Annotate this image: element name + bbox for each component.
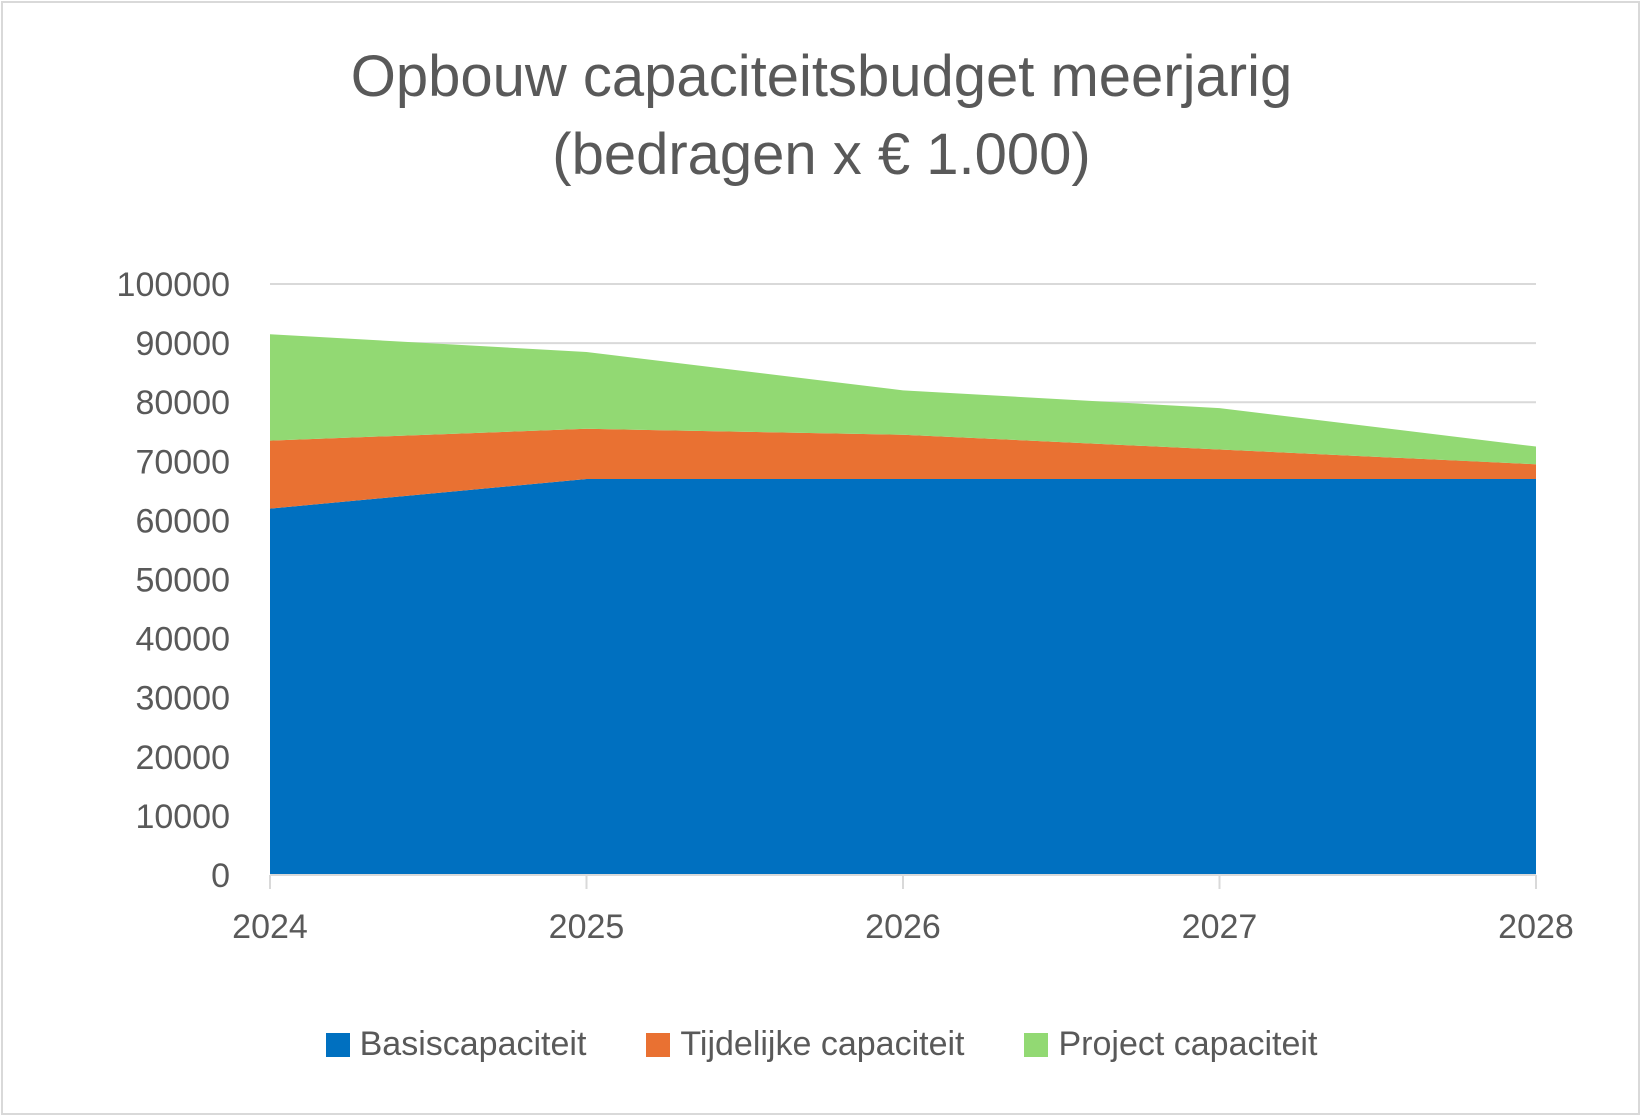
y-tick-label: 30000 — [135, 680, 230, 718]
x-tick-label: 2025 — [549, 908, 625, 946]
y-tick-label: 100000 — [117, 266, 230, 304]
legend-swatch-tijdelijke-capaciteit — [646, 1032, 671, 1057]
y-tick-label: 40000 — [135, 621, 230, 659]
legend-label-basiscapaciteit: Basiscapaciteit — [359, 1025, 587, 1063]
y-tick-label: 10000 — [135, 798, 230, 836]
y-tick-label: 80000 — [135, 384, 230, 422]
y-tick-label: 70000 — [135, 443, 230, 481]
x-tick-label: 2024 — [232, 908, 308, 946]
y-tick-label: 50000 — [135, 562, 230, 600]
legend-swatch-basiscapaciteit — [325, 1032, 350, 1057]
x-tick-label: 2027 — [1182, 908, 1258, 946]
legend-swatch-project-capaciteit — [1024, 1032, 1049, 1057]
x-tick-label: 2026 — [865, 908, 941, 946]
y-tick-label: 0 — [211, 857, 230, 895]
y-tick-label: 60000 — [135, 502, 230, 540]
chart-title: Opbouw capaciteitsbudget meerjarig — [350, 44, 1293, 109]
y-tick-label: 90000 — [135, 325, 230, 363]
area-basiscapaciteit — [270, 479, 1536, 875]
chart-subtitle: (bedragen x € 1.000) — [552, 122, 1091, 187]
legend: Basiscapaciteit Tijdelijke capaciteit Pr… — [0, 1025, 1643, 1064]
y-tick-label: 20000 — [135, 739, 230, 777]
x-tick-label: 2028 — [1498, 908, 1574, 946]
legend-item-tijdelijke-capaciteit: Tijdelijke capaciteit — [646, 1025, 964, 1064]
area-project-capaciteit — [270, 334, 1536, 465]
area-tijdelijke-capaciteit — [270, 428, 1536, 509]
legend-item-basiscapaciteit: Basiscapaciteit — [325, 1025, 587, 1064]
legend-label-project-capaciteit: Project capaciteit — [1058, 1025, 1318, 1063]
legend-item-project-capaciteit: Project capaciteit — [1024, 1025, 1317, 1064]
legend-label-tijdelijke-capaciteit: Tijdelijke capaciteit — [680, 1025, 965, 1063]
